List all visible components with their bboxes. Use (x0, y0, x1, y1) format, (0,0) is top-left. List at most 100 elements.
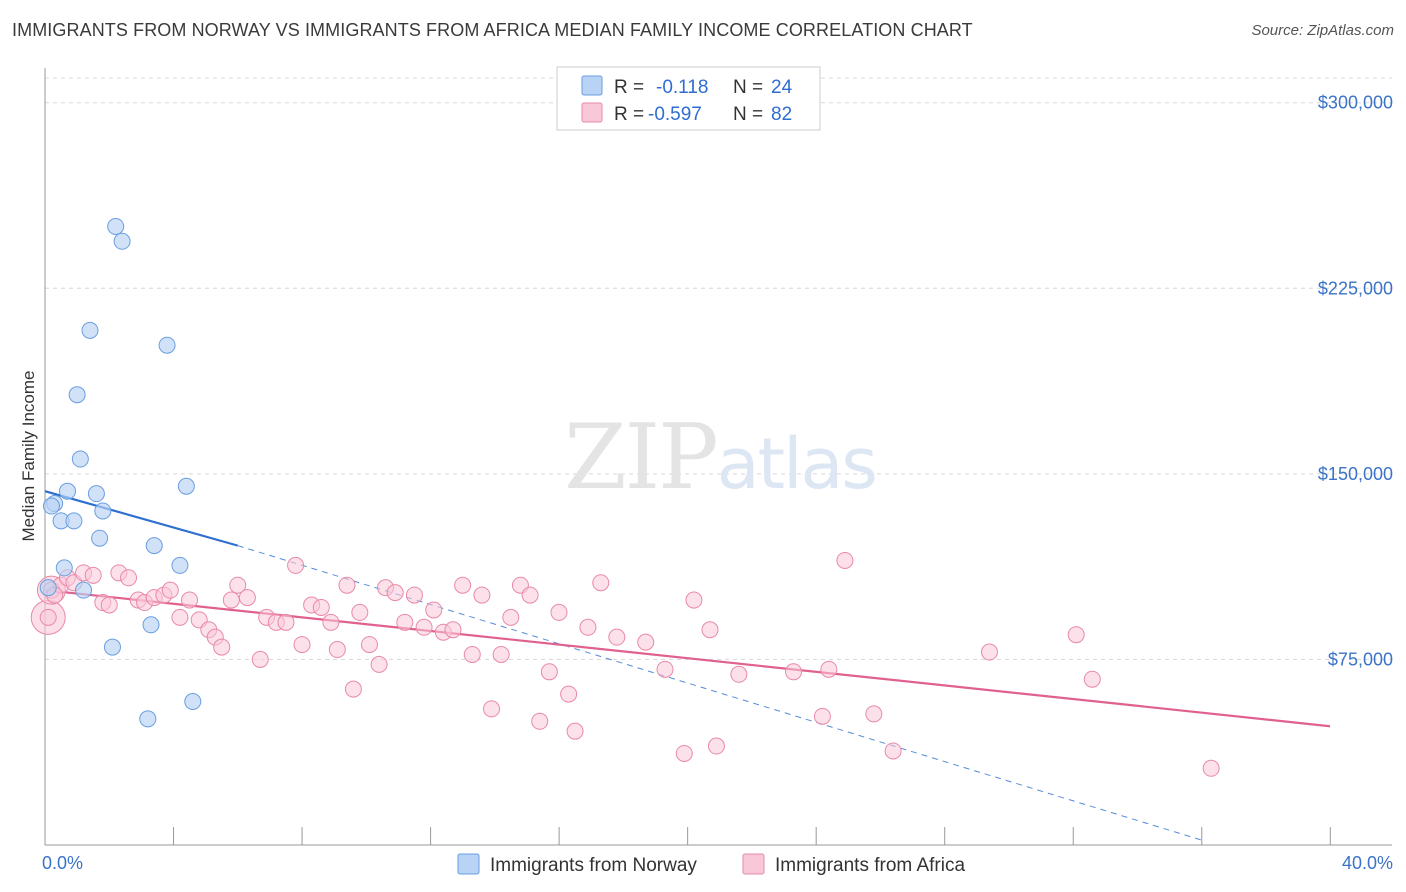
africa-point (980, 643, 998, 661)
norway-point (171, 556, 189, 574)
africa-point (293, 636, 311, 654)
x-tick-label-max: 40.0% (1342, 853, 1393, 873)
bottom-legend-africa-label: Immigrants from Africa (775, 855, 965, 876)
axes (44, 68, 1392, 846)
africa-point (120, 569, 138, 587)
africa-point (836, 551, 854, 569)
legend-africa-r-label: R = (614, 104, 644, 125)
africa-point (701, 621, 719, 639)
africa-point (251, 650, 269, 668)
africa-point (1083, 670, 1101, 688)
norway-point (139, 710, 157, 728)
tick-labels: $75,000 $150,000 $225,000 $300,000 0.0% 40.0% (42, 93, 1393, 873)
africa-point (396, 613, 414, 631)
legend: R = -0.118 N = 24 R = -0.597 N = 82 (556, 66, 821, 131)
africa-point (39, 608, 57, 626)
data-points (30, 217, 1220, 777)
norway-point (91, 529, 109, 547)
legend-africa-n-value: 82 (771, 104, 792, 125)
africa-point (338, 576, 356, 594)
africa-point (492, 645, 510, 663)
norway-point (158, 336, 176, 354)
bottom-legend-norway-swatch (457, 853, 480, 875)
y-tick-label: $150,000 (1318, 464, 1393, 484)
legend-norway-swatch (581, 75, 603, 96)
africa-point (287, 556, 305, 574)
africa-point (463, 645, 481, 663)
africa-point (473, 586, 491, 604)
norway-point (75, 581, 93, 599)
africa-point (730, 665, 748, 683)
x-tick-label-min: 0.0% (42, 853, 83, 873)
legend-norway-r-label: R = (614, 77, 644, 98)
africa-point (1202, 759, 1220, 777)
africa-point (405, 586, 423, 604)
legend-africa-n-label: N = (733, 104, 763, 125)
norway-point (58, 482, 76, 500)
bottom-legend: Immigrants from Norway Immigrants from A… (457, 853, 965, 876)
africa-point (656, 660, 674, 678)
africa-point (820, 660, 838, 678)
africa-point (785, 663, 803, 681)
africa-point (229, 576, 247, 594)
norway-point (177, 477, 195, 495)
africa-point (531, 712, 549, 730)
africa-point (277, 613, 295, 631)
africa-point (637, 633, 655, 651)
legend-norway-r-value: -0.118 (656, 77, 708, 98)
watermark-zip: ZIP (564, 405, 717, 510)
y-tick-label: $300,000 (1318, 93, 1393, 113)
norway-point (94, 502, 112, 520)
africa-point (238, 589, 256, 607)
africa-point (813, 707, 831, 725)
africa-point (344, 680, 362, 698)
africa-point (161, 581, 179, 599)
africa-point (1067, 626, 1085, 644)
africa-point (222, 591, 240, 609)
y-tick-label: $75,000 (1328, 649, 1393, 669)
africa-trend-line (44, 589, 1331, 728)
norway-point (184, 692, 202, 710)
africa-point (483, 700, 501, 718)
africa-point (550, 603, 568, 621)
africa-point (444, 621, 462, 639)
africa-point (675, 744, 693, 762)
norway-point (113, 232, 131, 250)
legend-africa-swatch (581, 102, 603, 123)
trend-lines (44, 490, 1331, 841)
watermark: ZIPatlas (564, 405, 876, 510)
bottom-legend-africa-swatch (742, 853, 765, 875)
norway-point (71, 450, 89, 468)
norway-point (68, 386, 86, 404)
norway-point (87, 485, 105, 503)
norway-point (39, 579, 57, 597)
africa-point (415, 618, 433, 636)
source-label: Source: ZipAtlas.com (1251, 22, 1394, 39)
legend-norway-n-value: 24 (771, 77, 793, 98)
africa-point (579, 618, 597, 636)
africa-point (707, 737, 725, 755)
y-axis-title: Median Family Income (19, 370, 38, 541)
africa-point (84, 566, 102, 584)
legend-norway-n-label: N = (733, 77, 763, 98)
africa-point (884, 742, 902, 760)
africa-point (521, 586, 539, 604)
africa-point (312, 598, 330, 616)
africa-point (328, 641, 346, 659)
norway-point (103, 638, 121, 656)
africa-point (566, 722, 584, 740)
norway-point (42, 497, 60, 515)
norway-point (65, 512, 83, 530)
africa-point (213, 638, 231, 656)
africa-point (100, 596, 118, 614)
y-tick-label: $225,000 (1318, 278, 1393, 298)
africa-point (560, 685, 578, 703)
norway-point (142, 616, 160, 634)
norway-point (55, 559, 73, 577)
africa-point (540, 663, 558, 681)
africa-point (592, 574, 610, 592)
bottom-legend-norway-label: Immigrants from Norway (490, 855, 697, 876)
watermark-atlas: atlas (717, 423, 876, 505)
africa-point (608, 628, 626, 646)
